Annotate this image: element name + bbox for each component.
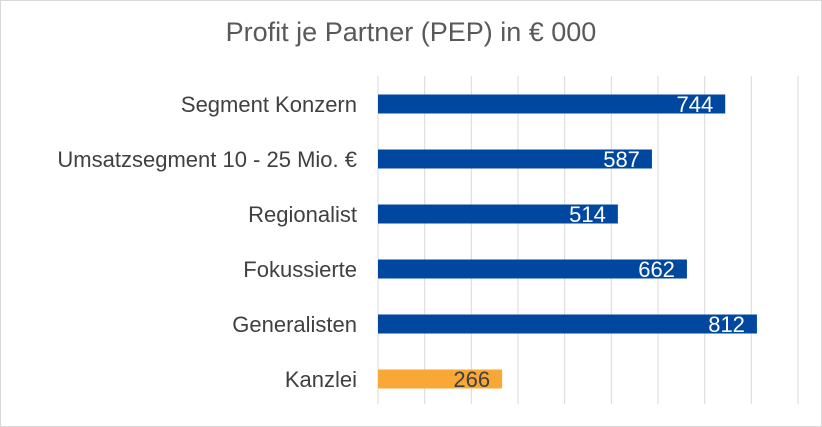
bar-4: [378, 314, 757, 334]
data-label: 744: [676, 92, 713, 117]
data-label: 266: [453, 367, 490, 392]
bar-5: [378, 369, 503, 389]
category-label: Kanzlei: [285, 367, 357, 392]
bar-3: [378, 259, 687, 279]
category-label: Regionalist: [248, 202, 357, 227]
chart-title: Profit je Partner (PEP) in € 000: [225, 17, 597, 47]
category-label: Segment Konzern: [181, 92, 357, 117]
data-label: 587: [603, 147, 640, 172]
category-label: Generalisten: [232, 312, 357, 337]
category-label: Umsatzsegment 10 - 25 Mio. €: [57, 147, 357, 172]
bar-1: [378, 149, 652, 169]
category-label: Fokussierte: [243, 257, 357, 282]
gridlines: [377, 76, 799, 404]
data-label: 514: [569, 202, 606, 227]
bars: [378, 94, 757, 389]
data-label: 812: [708, 312, 745, 337]
labels: Segment Konzern 744 Umsatzsegment 10 - 25 …: [57, 92, 745, 392]
bar-0: [378, 94, 726, 114]
bar-2: [378, 204, 618, 224]
data-label: 662: [638, 257, 675, 282]
